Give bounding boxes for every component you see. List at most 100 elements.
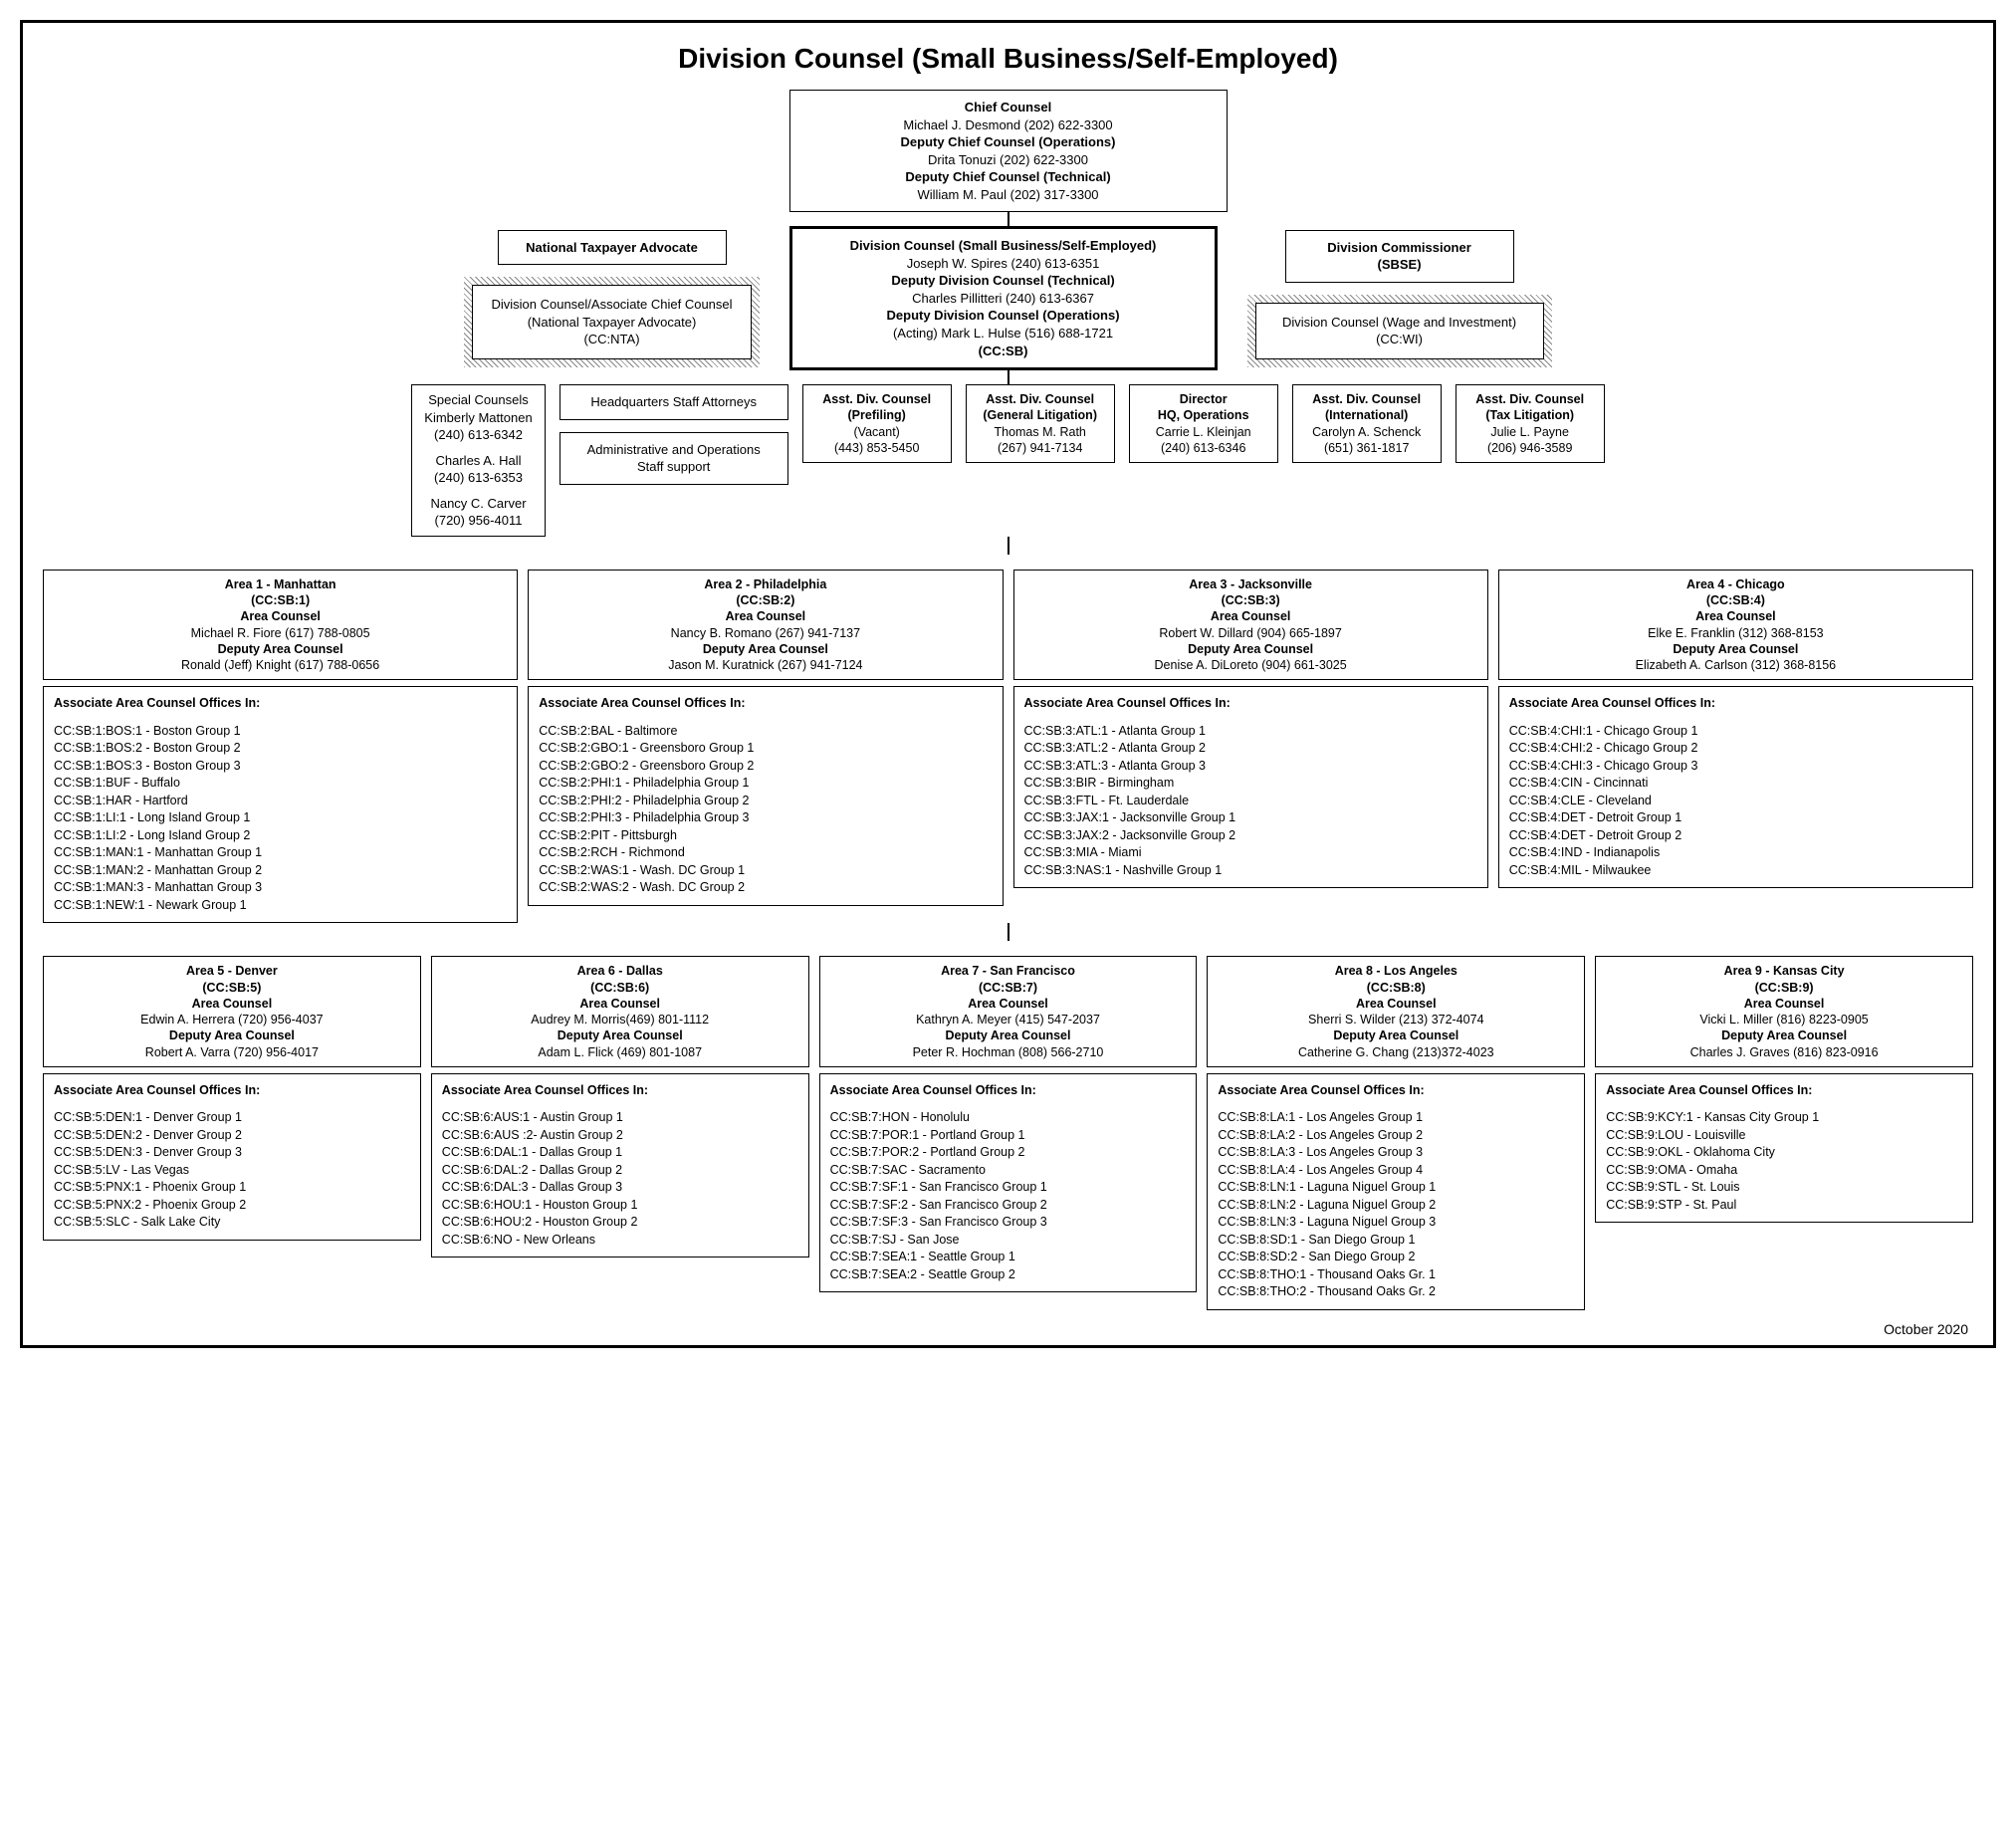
office-line: CC:SB:8:THO:2 - Thousand Oaks Gr. 2 — [1218, 1283, 1574, 1301]
wi-hatched: Division Counsel (Wage and Investment) (… — [1247, 295, 1552, 367]
adc-genlit-s: (General Litigation) — [977, 407, 1104, 423]
adc-prefiling-n: (Vacant) — [813, 424, 941, 440]
area-ac: Audrey M. Morris(469) 801-1112 — [440, 1012, 800, 1028]
offices-heading: Associate Area Counsel Offices In: — [1606, 1082, 1962, 1100]
area-ac-label: Area Counsel — [828, 996, 1189, 1012]
office-line: CC:SB:3:JAX:2 - Jacksonville Group 2 — [1024, 827, 1477, 845]
area-head: Area 1 - Manhattan(CC:SB:1)Area CounselM… — [43, 570, 518, 681]
office-line: CC:SB:6:NO - New Orleans — [442, 1232, 798, 1250]
area-ac: Vicki L. Miller (816) 8223-0905 — [1604, 1012, 1964, 1028]
connector — [1008, 370, 1009, 384]
area-offices: Associate Area Counsel Offices In: CC:SB:… — [431, 1073, 809, 1258]
offices-heading: Associate Area Counsel Offices In: — [1509, 695, 1962, 713]
office-line: CC:SB:1:NEW:1 - Newark Group 1 — [54, 897, 507, 915]
areas-top-row: Area 1 - Manhattan(CC:SB:1)Area CounselM… — [43, 570, 1973, 924]
area-offices: Associate Area Counsel Offices In: CC:SB:… — [43, 1073, 421, 1241]
offices-heading: Associate Area Counsel Offices In: — [54, 1082, 410, 1100]
area-offices: Associate Area Counsel Offices In:CC:SB:… — [1013, 686, 1488, 888]
office-line: CC:SB:7:SF:1 - San Francisco Group 1 — [830, 1179, 1187, 1197]
office-line: CC:SB:8:LN:2 - Laguna Niguel Group 2 — [1218, 1197, 1574, 1215]
area-column: Area 8 - Los Angeles(CC:SB:8)Area Counse… — [1207, 956, 1585, 1310]
office-line: CC:SB:3:BIR - Birmingham — [1024, 775, 1477, 793]
office-line: CC:SB:6:DAL:3 - Dallas Group 3 — [442, 1179, 798, 1197]
office-line: CC:SB:3:ATL:2 - Atlanta Group 2 — [1024, 740, 1477, 758]
adc-genlit-n: Thomas M. Rath — [977, 424, 1104, 440]
adc-director-n: Carrie L. Kleinjan — [1140, 424, 1267, 440]
adc-director: Director HQ, Operations Carrie L. Kleinj… — [1129, 384, 1278, 463]
sc-p2-phone: (240) 613-6353 — [424, 469, 532, 487]
area-head: Area 5 - Denver(CC:SB:5)Area CounselEdwi… — [43, 956, 421, 1067]
office-line: CC:SB:7:SEA:2 - Seattle Group 2 — [830, 1266, 1187, 1284]
area-ac: Edwin A. Herrera (720) 956-4037 — [52, 1012, 412, 1028]
adc-taxlit-t: Asst. Div. Counsel — [1466, 391, 1594, 407]
office-line: CC:SB:2:PIT - Pittsburgh — [539, 827, 992, 845]
area-head: Area 2 - Philadelphia(CC:SB:2)Area Couns… — [528, 570, 1003, 681]
office-line: CC:SB:4:DET - Detroit Group 1 — [1509, 809, 1962, 827]
area-offices: Associate Area Counsel Offices In:CC:SB:… — [819, 1073, 1198, 1293]
office-line: CC:SB:1:LI:2 - Long Island Group 2 — [54, 827, 507, 845]
adc-taxlit: Asst. Div. Counsel (Tax Litigation) Juli… — [1456, 384, 1605, 463]
area-title: Area 5 - Denver — [52, 963, 412, 979]
office-line: CC:SB:8:LA:4 - Los Angeles Group 4 — [1218, 1162, 1574, 1180]
org-chart-page: Division Counsel (Small Business/Self-Em… — [20, 20, 1996, 1348]
area-dac: Robert A. Varra (720) 956-4017 — [52, 1044, 412, 1060]
area-ac-label: Area Counsel — [1507, 608, 1964, 624]
area-code: (CC:SB:8) — [1216, 980, 1576, 996]
office-line: CC:SB:6:AUS:1 - Austin Group 1 — [442, 1109, 798, 1127]
special-counsels-box: Special Counsels Kimberly Mattonen (240)… — [411, 384, 545, 537]
dcc-tech-name: William M. Paul (202) 317-3300 — [804, 186, 1213, 204]
office-line: CC:SB:4:CHI:1 - Chicago Group 1 — [1509, 723, 1962, 741]
dcc-tech-title: Deputy Chief Counsel (Technical) — [804, 168, 1213, 186]
adc-genlit-p: (267) 941-7134 — [977, 440, 1104, 456]
center-l7: (CC:SB) — [806, 343, 1201, 360]
area-head: Area 9 - Kansas City(CC:SB:9)Area Counse… — [1595, 956, 1973, 1067]
wi-line1: Division Counsel (Wage and Investment) — [1274, 314, 1525, 332]
office-line: CC:SB:4:CHI:2 - Chicago Group 2 — [1509, 740, 1962, 758]
area-column: Area 5 - Denver(CC:SB:5)Area CounselEdwi… — [43, 956, 421, 1310]
offices-heading: Associate Area Counsel Offices In: — [1218, 1082, 1574, 1100]
area-dac-label: Deputy Area Counsel — [537, 641, 994, 657]
area-offices: Associate Area Counsel Offices In:CC:SB:… — [1595, 1073, 1973, 1224]
office-line: CC:SB:2:GBO:2 - Greensboro Group 2 — [539, 758, 992, 776]
center-l6: (Acting) Mark L. Hulse (516) 688-1721 — [806, 325, 1201, 343]
office-line: CC:SB:8:LA:2 - Los Angeles Group 2 — [1218, 1127, 1574, 1145]
div-commissioner-box: Division Commissioner (SBSE) — [1285, 230, 1514, 283]
office-line: CC:SB:1:HAR - Hartford — [54, 793, 507, 810]
areas-bottom-row: Area 5 - Denver(CC:SB:5) Area Counsel Edwi… — [43, 956, 1973, 1310]
office-line: CC:SB:1:MAN:1 - Manhattan Group 1 — [54, 844, 507, 862]
center-l4: Charles Pillitteri (240) 613-6367 — [806, 290, 1201, 308]
area-column: Area 1 - Manhattan(CC:SB:1)Area CounselM… — [43, 570, 518, 924]
dcc-ops-title: Deputy Chief Counsel (Operations) — [804, 133, 1213, 151]
adc-prefiling-t: Asst. Div. Counsel — [813, 391, 941, 407]
area-code: (CC:SB:3) — [1022, 592, 1479, 608]
area-dac: Adam L. Flick (469) 801-1087 — [440, 1044, 800, 1060]
chief-counsel-box: Chief Counsel Michael J. Desmond (202) 6… — [789, 90, 1228, 212]
area-dac: Elizabeth A. Carlson (312) 368-8156 — [1507, 657, 1964, 673]
nta-line3: (CC:NTA) — [491, 331, 732, 348]
offices-heading: Associate Area Counsel Offices In: — [442, 1082, 798, 1100]
connector — [1008, 537, 1009, 555]
office-line: CC:SB:2:BAL - Baltimore — [539, 723, 992, 741]
area-dac: Denise A. DiLoreto (904) 661-3025 — [1022, 657, 1479, 673]
area-code: (CC:SB:5) — [52, 980, 412, 996]
area-dac: Charles J. Graves (816) 823-0916 — [1604, 1044, 1964, 1060]
adc-taxlit-n: Julie L. Payne — [1466, 424, 1594, 440]
office-line: CC:SB:5:LV - Las Vegas — [54, 1162, 410, 1180]
area-code: (CC:SB:4) — [1507, 592, 1964, 608]
adc-intl-p: (651) 361-1817 — [1303, 440, 1431, 456]
area-title: Area 1 - Manhattan — [52, 576, 509, 592]
area-head: Area 7 - San Francisco(CC:SB:7)Area Coun… — [819, 956, 1198, 1067]
area-title: Area 3 - Jacksonville — [1022, 576, 1479, 592]
area-offices: Associate Area Counsel Offices In:CC:SB:… — [528, 686, 1003, 906]
nta-label: National Taxpayer Advocate — [526, 240, 698, 255]
office-line: CC:SB:2:WAS:1 - Wash. DC Group 1 — [539, 862, 992, 880]
adc-genlit-t: Asst. Div. Counsel — [977, 391, 1104, 407]
office-line: CC:SB:5:SLC - Salk Lake City — [54, 1214, 410, 1232]
sc-p1-name: Kimberly Mattonen — [424, 409, 532, 427]
area-dac-label: Deputy Area Counsel — [1507, 641, 1964, 657]
hq-staff-attorneys: Headquarters Staff Attorneys — [560, 384, 788, 420]
area-title: Area 4 - Chicago — [1507, 576, 1964, 592]
office-line: CC:SB:1:BUF - Buffalo — [54, 775, 507, 793]
area-column: Area 3 - Jacksonville(CC:SB:3)Area Couns… — [1013, 570, 1488, 924]
office-line: CC:SB:6:AUS :2- Austin Group 2 — [442, 1127, 798, 1145]
